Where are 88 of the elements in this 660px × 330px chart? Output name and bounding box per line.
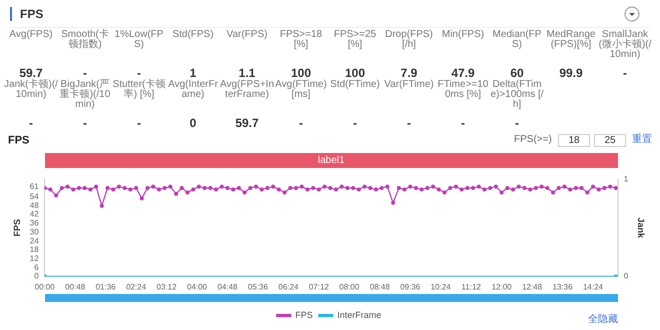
x-tick-label: 08:00 — [339, 282, 360, 292]
category-label: Avg(InterFrame) — [167, 79, 219, 100]
y2-tick-label: 0 — [624, 272, 629, 281]
x-tick-label: 12:48 — [522, 282, 543, 292]
text: 60 — [510, 66, 524, 80]
text: 100 — [290, 66, 312, 80]
category-label: Avg(FTime) [ms] — [274, 79, 328, 100]
y-tick-label: 54 — [30, 192, 40, 202]
text: 99.9 — [559, 66, 583, 80]
x-tick-label: 09:36 — [400, 282, 421, 292]
text: 1 — [190, 66, 196, 80]
category-label: 1%Low(FPS) — [114, 29, 164, 50]
chart-title: FPS — [8, 134, 30, 147]
text: - — [353, 116, 357, 130]
category-label: FTime>=100ms [%] — [436, 79, 490, 100]
x-tick-label: 08:48 — [370, 282, 390, 292]
x-tick-label: 04:00 — [186, 282, 208, 292]
y2-axis-title: Jank — [636, 218, 646, 240]
x-tick-label: 10:24 — [430, 282, 452, 292]
category-label: FPS>=25 [%] — [332, 29, 378, 50]
text: - — [29, 116, 33, 130]
category-label: Median(FPS) — [492, 29, 542, 50]
category-label: Var(FTime) — [384, 79, 434, 90]
number-field: 25 — [594, 134, 626, 147]
y-tick-label: 61 — [30, 182, 40, 191]
text: - — [299, 116, 303, 130]
text: 47.9 — [451, 66, 475, 80]
text: - — [83, 116, 87, 130]
y-tick-label: 30 — [30, 227, 40, 236]
category-label: Avg(FPS) — [9, 29, 53, 40]
text: FPS — [19, 6, 44, 22]
text: - — [83, 66, 87, 80]
x-tick-label: 00:00 — [34, 282, 56, 292]
text: - — [137, 66, 141, 80]
text: - — [515, 116, 519, 130]
category-label: FPS>=18 [%] — [278, 29, 324, 50]
x-tick-label: 11:12 — [461, 282, 482, 292]
category-label: BigJank(严重卡顿)(/10min) — [58, 79, 112, 110]
text: 59.7 — [19, 66, 43, 80]
text: 0 — [190, 116, 196, 130]
y-tick-label: 48 — [30, 200, 40, 210]
text: - — [461, 116, 465, 130]
category-label: Std(FTime) — [330, 79, 380, 90]
x-tick-label: 12:00 — [492, 282, 512, 292]
number-field: 18 — [558, 134, 590, 147]
x-tick-label: 04:48 — [217, 282, 238, 292]
x-tick-label: 03:12 — [156, 282, 178, 292]
y-tick-label: 24 — [30, 236, 40, 246]
y-axis-title: FPS — [12, 219, 22, 237]
text: 7.9 — [400, 66, 418, 80]
x-tick-label: 14:24 — [582, 282, 604, 292]
text: 重置 — [632, 134, 652, 146]
category-label: Std(FPS) — [172, 29, 214, 40]
label-strip: label1 — [44, 153, 618, 168]
x-tick-label: 02:24 — [126, 282, 147, 292]
text: 全隐藏 — [588, 314, 618, 326]
text: 59.7 — [235, 116, 259, 130]
category-label: Min(FPS) — [442, 29, 484, 40]
category-label: Delta(FTime)>100ms [/h] — [490, 79, 544, 110]
y-tick-label: 42 — [30, 210, 40, 219]
x-tick-label: 07:12 — [308, 282, 330, 292]
category-label: Drop(FPS) [/h] — [384, 29, 434, 50]
x-tick-label: 01:36 — [96, 282, 116, 292]
category-label: MedRange(FPS)[%] — [546, 29, 596, 50]
text: 1.1 — [238, 66, 256, 80]
text: - — [137, 116, 141, 130]
y-tick-label: 0 — [34, 272, 40, 281]
text: FPS(>=) — [514, 134, 552, 146]
category-label: Jank(卡顿)(/10min) — [4, 79, 58, 100]
text: 100 — [344, 66, 366, 80]
text: - — [407, 116, 411, 130]
x-tick-label: 13:36 — [552, 282, 574, 292]
y-tick-label: 12 — [30, 254, 40, 263]
x-tick-label: 05:36 — [248, 282, 268, 292]
y-tick-label: 18 — [30, 245, 40, 254]
x-tick-label: 00:48 — [65, 282, 86, 292]
category-label: Avg(FPS+InterFrame) — [220, 79, 274, 100]
category-label: SmallJank(微小卡顿)(/10min) — [598, 29, 652, 60]
category-label: Stutter(卡顿率) [%] — [112, 79, 166, 100]
legend-label: FPS — [295, 310, 313, 320]
y2-tick-label: 1 — [624, 174, 629, 184]
y-tick-label: 6 — [34, 262, 40, 272]
text: - — [623, 66, 627, 80]
category-label: Var(FPS) — [226, 29, 268, 40]
x-tick-label: 06:24 — [278, 282, 299, 292]
y-tick-label: 36 — [30, 218, 40, 228]
legend-label: InterFrame — [337, 310, 382, 320]
category-label: Smooth(卡顿指数) — [60, 29, 110, 50]
